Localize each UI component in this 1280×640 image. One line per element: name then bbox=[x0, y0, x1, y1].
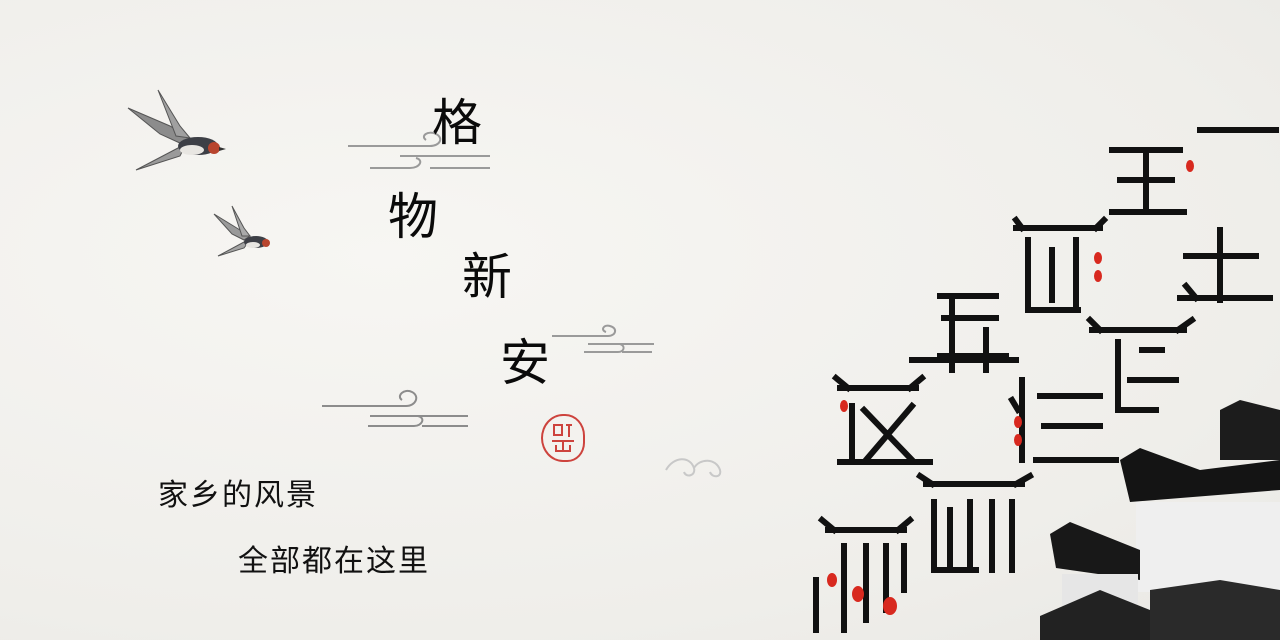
huizhou-roof-icon bbox=[1040, 400, 1280, 640]
subtitle-line-2: 全部都在这里 bbox=[238, 544, 430, 579]
cloud-swirl-icon bbox=[322, 390, 468, 427]
cloud-swirl-icon bbox=[348, 131, 490, 169]
title-char-2: 物 bbox=[388, 188, 438, 246]
seal-stamp-icon bbox=[541, 414, 585, 462]
title-char-3: 新 bbox=[462, 248, 512, 306]
cloud-swirl-icon bbox=[552, 324, 654, 353]
swallow-bird-icon bbox=[127, 89, 226, 171]
title-char-4: 安 bbox=[500, 334, 550, 392]
huizhou-architecture-illustration bbox=[813, 127, 1280, 640]
lantern-icon bbox=[827, 160, 1194, 615]
subtitle-line-1: 家乡的风景 bbox=[158, 478, 318, 513]
cloud-swirl-icon bbox=[665, 458, 722, 478]
swallow-bird-icon bbox=[213, 205, 270, 257]
title-char-1: 格 bbox=[432, 94, 482, 152]
